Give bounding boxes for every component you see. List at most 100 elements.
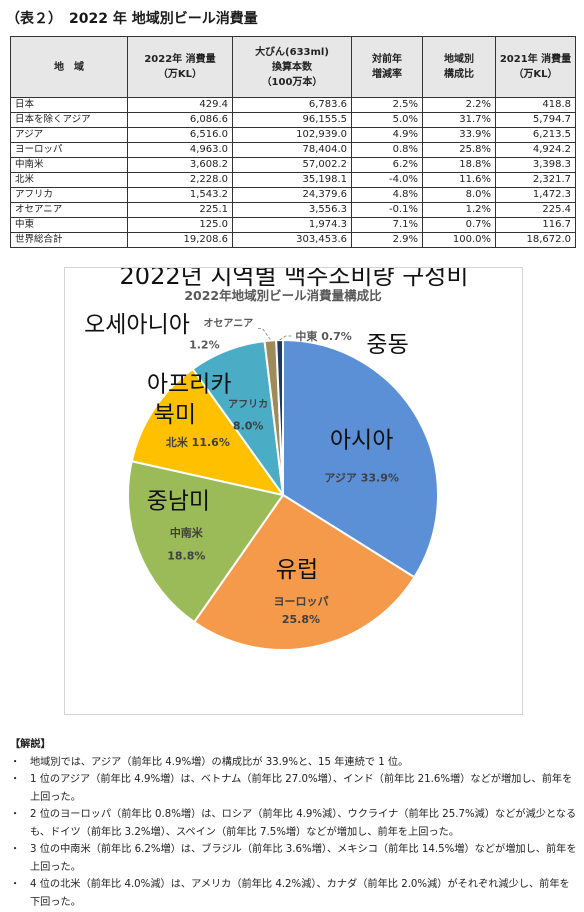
table-row: アジア 6,516.0 102,939.0 4.9% 33.9% 6,213.5 — [10, 127, 576, 143]
chart-title: 2022年地域別ビール消費量構成比 — [184, 288, 382, 303]
leader-line-middle-east — [279, 335, 292, 341]
note-item: 3 位の中南米（前年比 6.2%増）は、ブラジル（前年比 3.6%増）、メキシコ… — [10, 841, 578, 876]
pie-slice-3 — [127, 459, 285, 624]
table-cell-value: 5,794.7 — [495, 112, 576, 128]
note-item: 地域別では、アジア（前年比 4.9%増）の構成比が 33.9%と、15 年連続で… — [10, 754, 578, 772]
table-cell-value: 6,783.6 — [232, 97, 352, 113]
table-cell-value: 6,086.6 — [127, 112, 233, 128]
table-cell-value: 225.4 — [495, 202, 576, 218]
slice-label-africa-value: 8.0% — [233, 419, 264, 432]
pie-slice-2 — [192, 493, 416, 651]
table-cell-value: 6.2% — [351, 157, 423, 173]
header-consumption-2022: 2022年 消費量 （万KL） — [127, 36, 233, 98]
note-item: 4 位の北米（前年比 4.0%減）は、アメリカ（前年比 4.2%減）、カナダ（前… — [10, 876, 578, 911]
table-cell-value: 31.7% — [422, 112, 496, 128]
table-cell-value: 35,198.1 — [232, 172, 352, 188]
page-title: （表２） 2022 年 地域別ビール消費量 — [6, 11, 258, 27]
table-cell-value: 19,208.6 — [127, 232, 233, 248]
ko-label-latam: 중남미 — [147, 489, 210, 515]
table-cell-value: 429.4 — [127, 97, 233, 113]
table-cell-value: 0.7% — [422, 217, 496, 233]
table-cell-value: 8.0% — [422, 187, 496, 203]
table-cell-region: 世界総合計 — [10, 232, 128, 248]
slice-label-latam-value: 18.8% — [167, 550, 205, 563]
notes-section: 【解説】 地域別では、アジア（前年比 4.9%増）の構成比が 33.9%と、15… — [10, 736, 578, 911]
ko-label-middle-east: 중동 — [366, 332, 408, 358]
table-cell-value: 18.8% — [422, 157, 496, 173]
table-cell-region: 中東 — [10, 217, 128, 233]
table-cell-value: 4,963.0 — [127, 142, 233, 158]
table-cell-region: アフリカ — [10, 187, 128, 203]
pie-slice-7 — [275, 338, 284, 496]
table-row: アフリカ 1,543.2 24,379.6 4.8% 8.0% 1,472.3 — [10, 187, 576, 203]
ko-label-north-america: 북미 — [154, 402, 196, 428]
table-cell-value: 225.1 — [127, 202, 233, 218]
table-cell-value: 5.0% — [351, 112, 423, 128]
slice-label-north-america: 北米 11.6% — [166, 435, 230, 449]
table-cell-value: 303,453.6 — [232, 232, 352, 248]
table-cell-value: -4.0% — [351, 172, 423, 188]
table-cell-value: 3,608.2 — [127, 157, 233, 173]
header-bottles: 大びん(633ml) 換算本数 （100万本） — [232, 36, 352, 98]
slice-label-latam-name: 中南米 — [170, 526, 204, 540]
slice-label-asia: アジア 33.9% — [324, 471, 399, 484]
table-cell-region: ヨーロッパ — [10, 142, 128, 158]
header-yoy: 対前年 増減率 — [351, 36, 423, 98]
ko-label-africa: 아프리카 — [147, 371, 232, 397]
table-cell-region: アジア — [10, 127, 128, 143]
table-row: 中東 125.0 1,974.3 7.1% 0.7% 116.7 — [10, 217, 576, 233]
pie-slice-1 — [282, 338, 439, 579]
overlay-title-korean: 2022년 지역별 맥주소비량 구성비 — [120, 268, 469, 290]
ko-label-asia: 아시아 — [330, 427, 393, 453]
table-row: オセアニア 225.1 3,556.3 -0.1% 1.2% 225.4 — [10, 202, 576, 218]
table-cell-value: 1,543.2 — [127, 187, 233, 203]
header-share: 地域別 構成比 — [422, 36, 496, 98]
table-cell-value: 2.9% — [351, 232, 423, 248]
slice-label-middle-east: 中東 0.7% — [295, 329, 351, 343]
table-cell-value: 102,939.0 — [232, 127, 352, 143]
table-cell-region: 日本 — [10, 97, 128, 113]
table-cell-value: 6,516.0 — [127, 127, 233, 143]
table-header-row: 地 域 2022年 消費量 （万KL） 大びん(633ml) 換算本数 （100万本）… — [10, 36, 576, 98]
table-cell-value: 3,556.3 — [232, 202, 352, 218]
table-cell-region: 中南米 — [10, 157, 128, 173]
table-cell-value: 2.5% — [351, 97, 423, 113]
table-row: ヨーロッパ 4,963.0 78,404.0 0.8% 25.8% 4,924.2 — [10, 142, 576, 158]
table-cell-value: 1.2% — [422, 202, 496, 218]
table-row: 日本を除くアジア 6,086.6 96,155.5 5.0% 31.7% 5,794.7 — [10, 112, 576, 128]
table-cell-value: 4.9% — [351, 127, 423, 143]
slice-label-europe-value: 25.8% — [282, 613, 320, 626]
table-cell-value: 1,472.3 — [495, 187, 576, 203]
table-cell-value: 6,213.5 — [495, 127, 576, 143]
slice-label-oceania-value: 1.2% — [189, 339, 220, 352]
ko-label-oceania: 오세아니아 — [84, 312, 190, 338]
table-cell-region: オセアニア — [10, 202, 128, 218]
table-row: 中南米 3,608.2 57,002.2 6.2% 18.8% 3,398.3 — [10, 157, 576, 173]
header-region: 地 域 — [10, 36, 128, 98]
table-cell-value: 1,974.3 — [232, 217, 352, 233]
pie-slice-4 — [130, 367, 286, 497]
table-cell-value: 2,228.0 — [127, 172, 233, 188]
slice-label-oceania-name: オセアニア — [203, 318, 253, 330]
consumption-table: 地 域 2022年 消費量 （万KL） 大びん(633ml) 換算本数 （100万本）… — [10, 36, 576, 248]
pie-chart-panel: 2022年地域別ビール消費量構成比 アジア 33.9% 아시아 ヨーロッパ 25.8% 유… — [64, 267, 523, 715]
slice-label-europe-name: ヨーロッパ — [273, 595, 328, 608]
table-cell-value: 96,155.5 — [232, 112, 352, 128]
table-cell-value: 2.2% — [422, 97, 496, 113]
table-cell-value: 4,924.2 — [495, 142, 576, 158]
table-cell-value: 11.6% — [422, 172, 496, 188]
note-item: 1 位のアジア（前年比 4.9%増）は、ベトナム（前年比 27.0%増）、インド… — [10, 771, 578, 806]
table-cell-value: 57,002.2 — [232, 157, 352, 173]
table-cell-value: 25.8% — [422, 142, 496, 158]
table-cell-value: 33.9% — [422, 127, 496, 143]
table-cell-region: 北米 — [10, 172, 128, 188]
table-cell-value: 4.8% — [351, 187, 423, 203]
table-cell-value: 0.8% — [351, 142, 423, 158]
table-body: 日本 429.4 6,783.6 2.5% 2.2% 418.8 日本を除くアジア 6,086… — [10, 97, 576, 248]
table-cell-value: 100.0% — [422, 232, 496, 248]
table-row: 北米 2,228.0 35,198.1 -4.0% 11.6% 2,321.7 — [10, 172, 576, 188]
table-cell-value: 2,321.7 — [495, 172, 576, 188]
table-cell-value: -0.1% — [351, 202, 423, 218]
note-item: 2 位のヨーロッパ（前年比 0.8%増）は、ロシア（前年比 4.9%減）、ウクラ… — [10, 806, 578, 841]
